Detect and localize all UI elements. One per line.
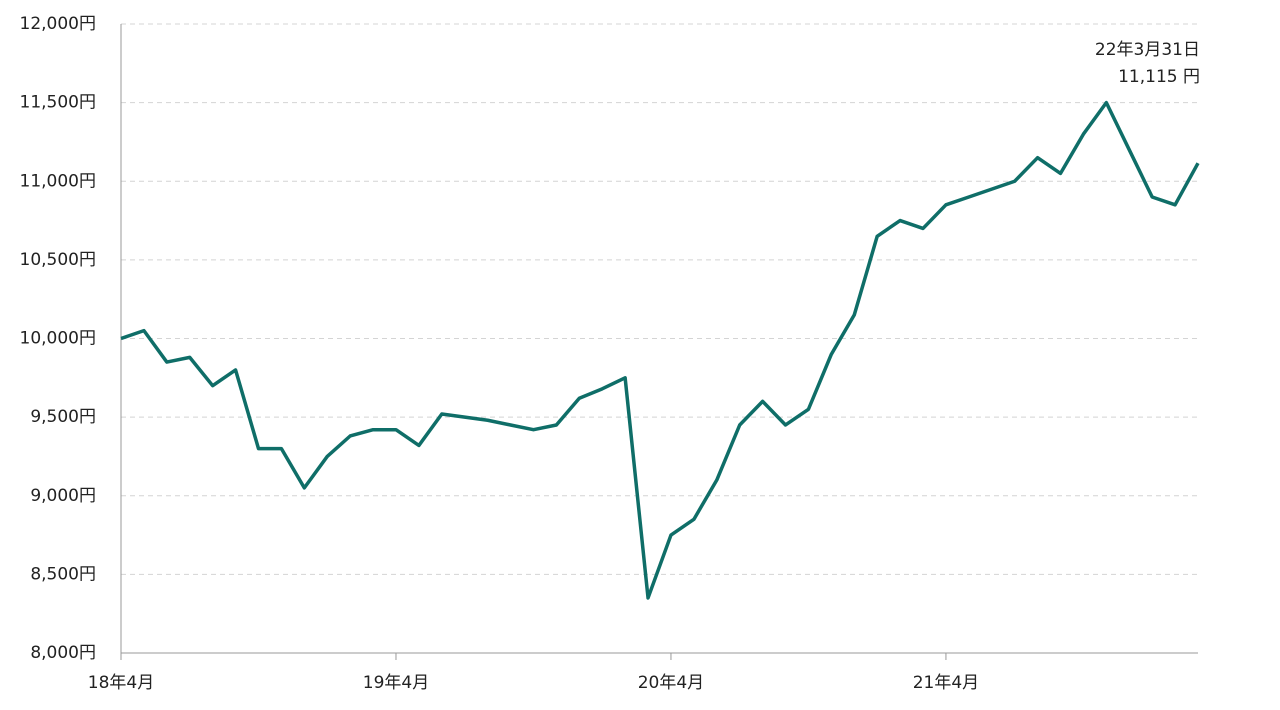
x-tick-label: 21年4月: [913, 673, 979, 693]
y-tick-label: 12,000円: [20, 14, 96, 34]
annotation: 22年3月31日: [1095, 40, 1200, 60]
y-tick-label: 10,000円: [20, 329, 96, 349]
y-tick-label: 8,500円: [30, 564, 96, 584]
price-line: [120, 100, 1200, 600]
x-tick-label: 20年4月: [638, 673, 704, 693]
y-tick-label: 9,500円: [30, 407, 96, 427]
y-tick-label: 10,500円: [20, 250, 96, 270]
x-tick-label: 19年4月: [363, 673, 429, 693]
y-tick-label: 8,000円: [30, 643, 96, 663]
y-tick-label: 11,500円: [20, 93, 96, 113]
value-label: 11,115 円: [1118, 67, 1200, 87]
y-tick-label: 9,000円: [30, 486, 96, 506]
y-tick-label: 11,000円: [20, 171, 96, 191]
x-tick-label: 18年4月: [88, 673, 154, 693]
